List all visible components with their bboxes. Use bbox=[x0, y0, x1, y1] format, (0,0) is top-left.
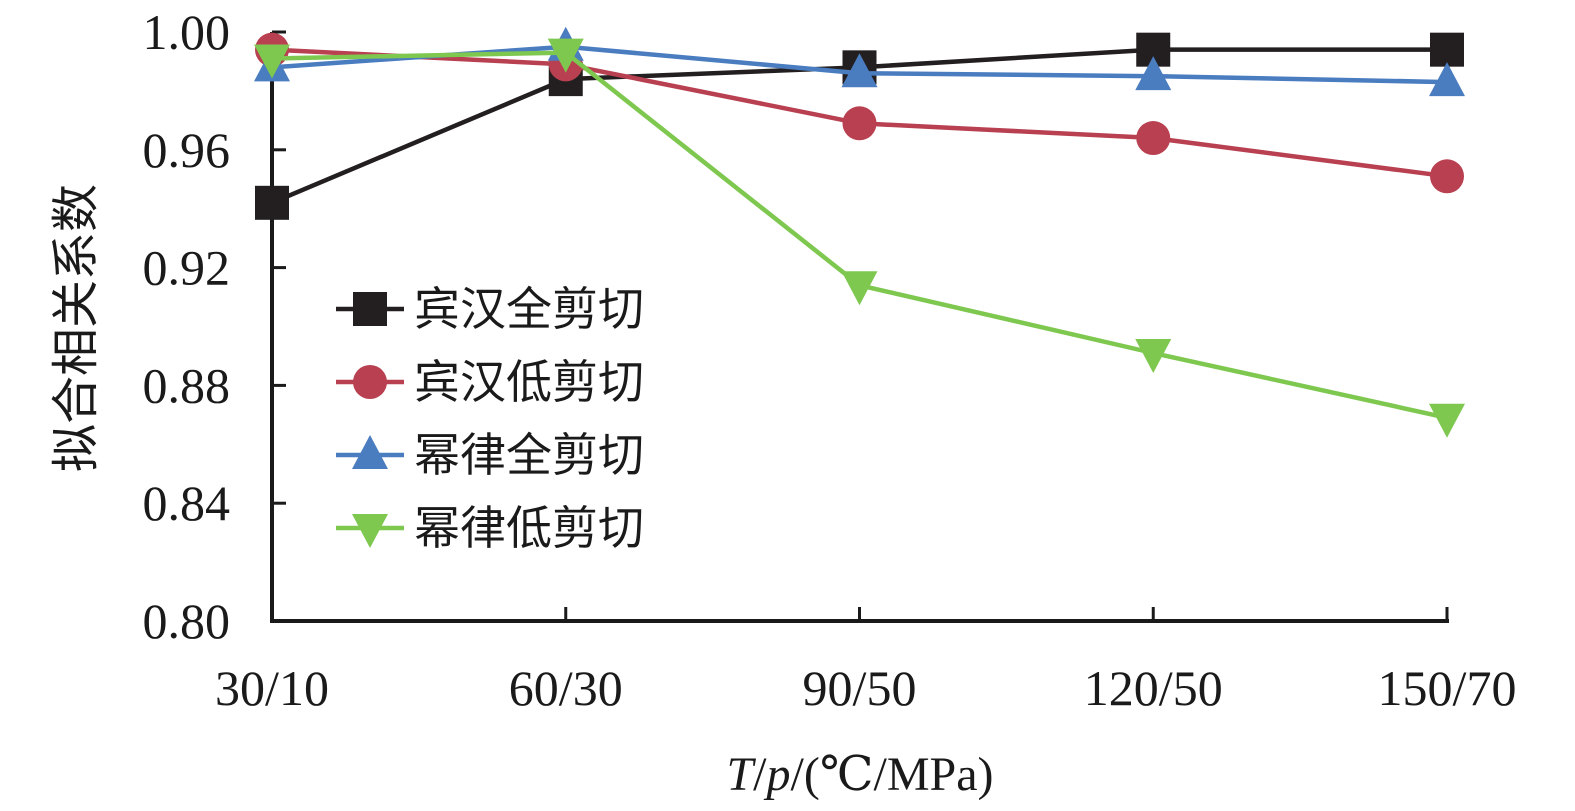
x-axis-title-p: p bbox=[764, 748, 791, 801]
x-axis-title-slash: / bbox=[753, 748, 767, 801]
x-tick-label: 60/30 bbox=[509, 660, 623, 716]
data-point bbox=[255, 185, 289, 220]
y-tick-label: 0.84 bbox=[143, 475, 231, 531]
data-point bbox=[1429, 403, 1465, 438]
legend-swatch-marker bbox=[353, 292, 387, 326]
legend-item: 幂律低剪切 bbox=[336, 501, 644, 555]
y-axis-ticks: 0.80 0.84 0.88 0.92 0.96 1.00 bbox=[143, 4, 286, 649]
x-axis-ticks: 30/10 60/30 90/50 120/50 150/70 bbox=[215, 607, 1516, 716]
x-axis-title-unit: /(℃/MPa) bbox=[791, 748, 994, 801]
series-triangle-up bbox=[254, 26, 1465, 97]
y-axis-title: 拟合相关系数 bbox=[50, 184, 103, 472]
data-point bbox=[547, 38, 584, 73]
x-tick-label: 150/70 bbox=[1378, 660, 1517, 716]
legend-item: 幂律全剪切 bbox=[336, 428, 644, 482]
data-point bbox=[841, 53, 878, 88]
data-point bbox=[1135, 339, 1172, 374]
x-tick-label: 30/10 bbox=[215, 660, 329, 716]
x-tick-label: 120/50 bbox=[1084, 660, 1223, 716]
legend-item: 宾汉全剪切 bbox=[336, 282, 644, 336]
legend-swatch-marker bbox=[352, 435, 388, 469]
x-axis-title-t: T bbox=[726, 748, 756, 801]
data-point bbox=[254, 44, 290, 79]
series-layer bbox=[254, 26, 1465, 438]
data-point bbox=[1430, 159, 1464, 194]
y-tick-label: 1.00 bbox=[143, 4, 231, 60]
x-tick-label: 90/50 bbox=[803, 660, 917, 716]
data-point bbox=[1430, 32, 1464, 67]
x-axis-title: T/p/(℃/MPa) bbox=[726, 748, 993, 801]
y-tick-label: 0.92 bbox=[143, 240, 231, 296]
data-point bbox=[842, 106, 877, 141]
series-triangle-down bbox=[254, 38, 1465, 438]
plot-area: 0.80 0.84 0.88 0.92 0.96 1.00 30/10 60/30 90/50… bbox=[143, 4, 1517, 716]
y-tick-label: 0.88 bbox=[143, 357, 231, 413]
legend-label: 幂律低剪切 bbox=[414, 501, 644, 555]
legend-swatch-marker bbox=[352, 514, 388, 548]
legend-item: 宾汉低剪切 bbox=[336, 355, 644, 409]
data-point bbox=[841, 271, 878, 306]
data-point bbox=[1135, 56, 1172, 91]
data-point bbox=[1136, 121, 1171, 156]
legend-label: 宾汉低剪切 bbox=[414, 355, 644, 409]
legend-label: 宾汉全剪切 bbox=[414, 282, 644, 336]
y-tick-label: 0.96 bbox=[143, 122, 231, 178]
data-point bbox=[1429, 62, 1465, 97]
y-tick-label: 0.80 bbox=[143, 593, 231, 649]
legend-swatch-marker bbox=[353, 365, 387, 399]
legend-label: 幂律全剪切 bbox=[414, 428, 644, 482]
